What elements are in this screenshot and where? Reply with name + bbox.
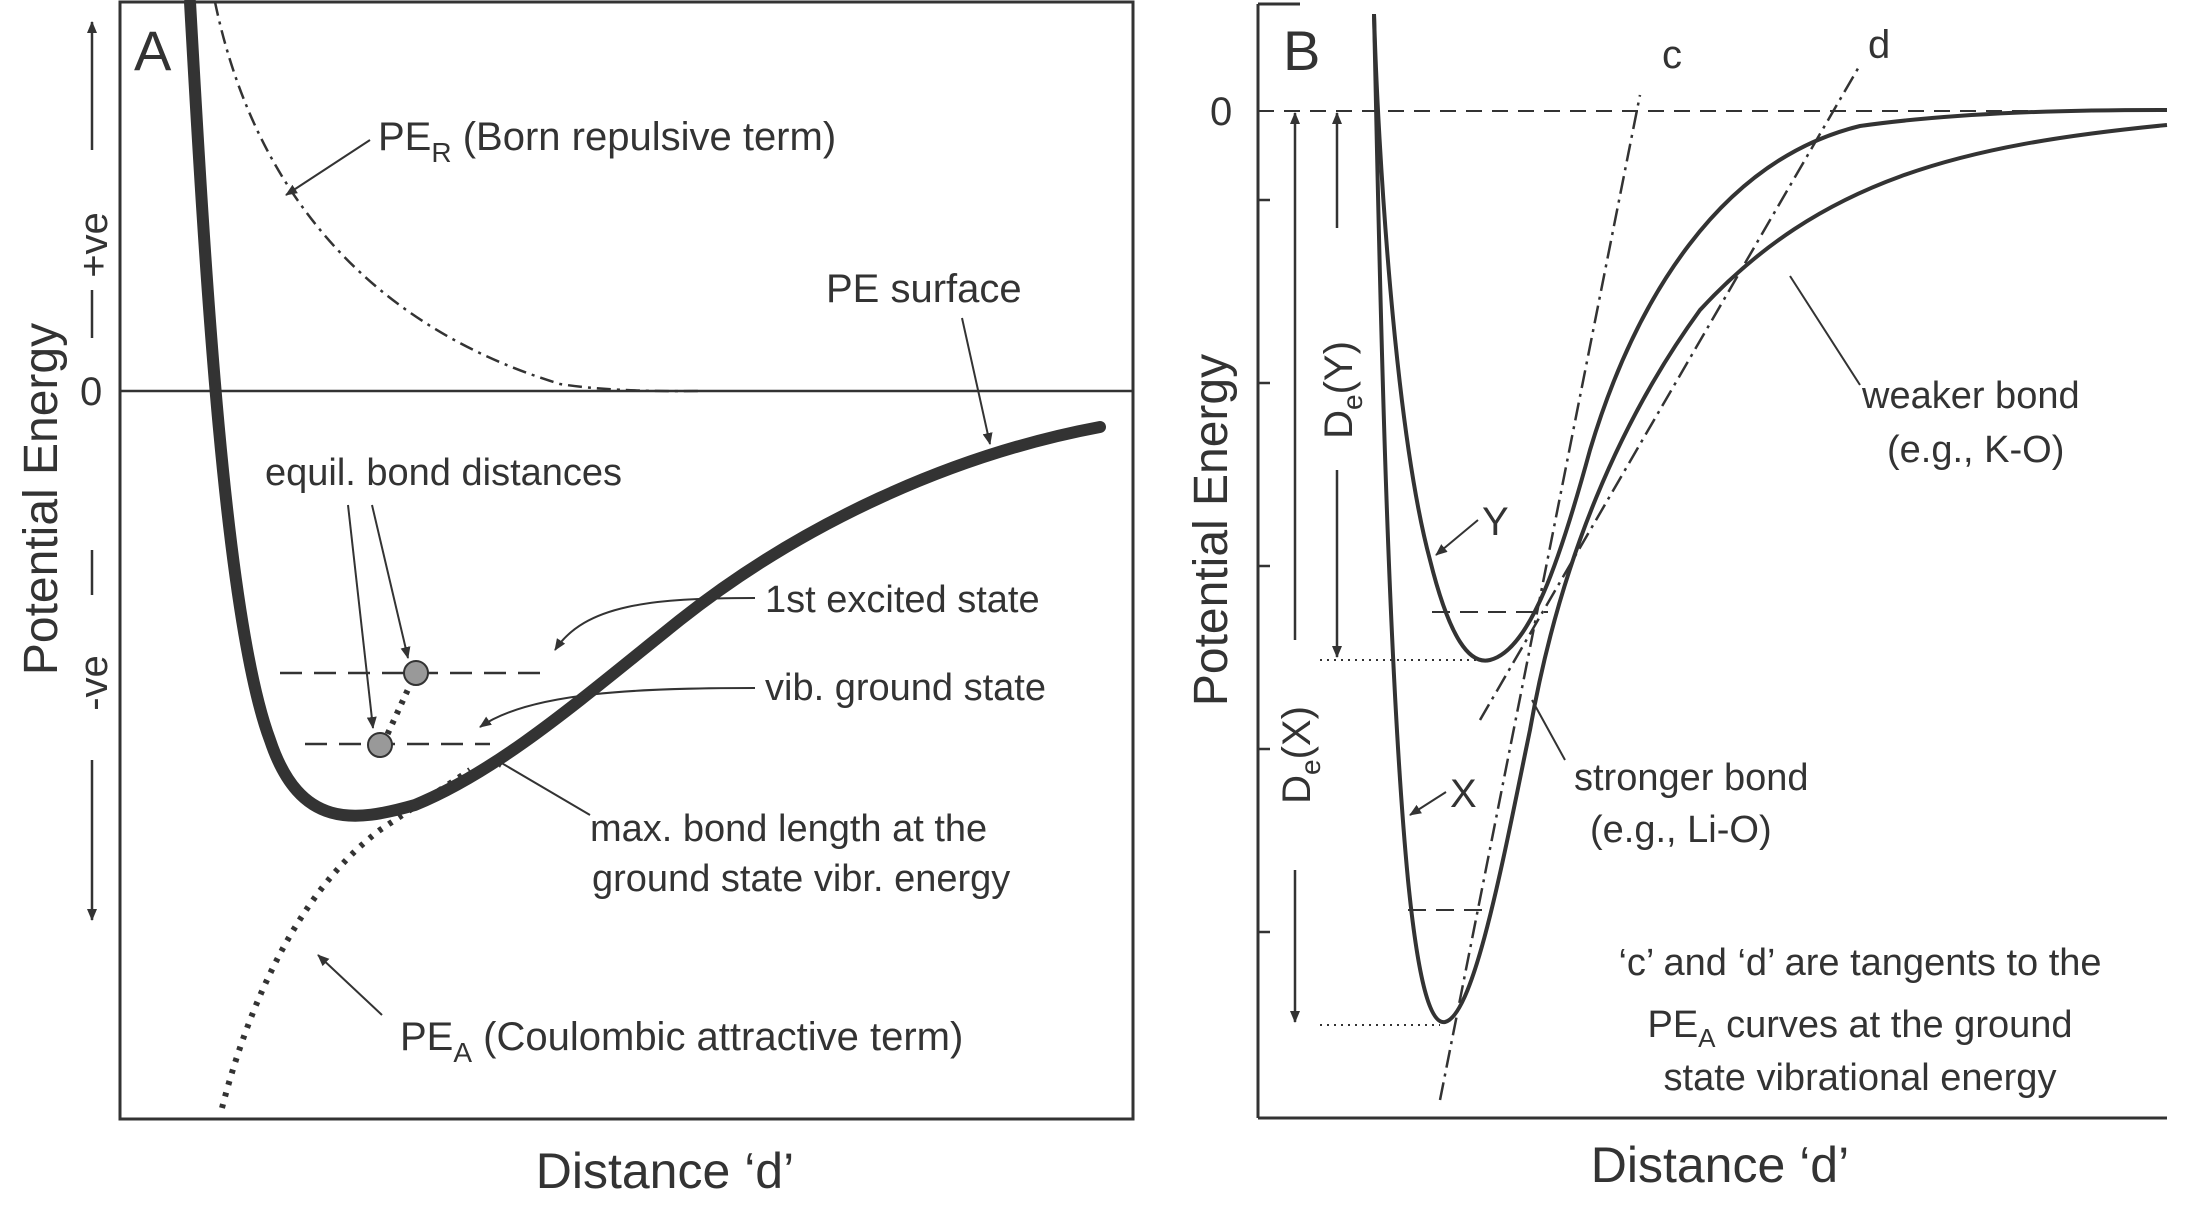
panel-a: A Potential Energy +ve -ve 0 PER (Born r… [15, 0, 1135, 1199]
pe-surface-curve [184, 0, 1106, 822]
vib-ground-pointer [479, 687, 756, 728]
pe-r-rest: (Born repulsive term) [452, 115, 837, 159]
equil-distances-label: equil. bond distances [265, 452, 622, 494]
panel-a-y-axis-label: Potential Energy [15, 323, 68, 675]
pe-r-subscript: R [431, 137, 451, 168]
curve-x-pointer [1409, 791, 1447, 816]
note-line2-main: PE [1647, 1004, 1698, 1046]
panel-a-label: A [134, 19, 172, 82]
max-bond-label-line1: max. bond length at the [590, 808, 987, 850]
tangent-d-line [1478, 64, 1862, 721]
curve-x [1372, 13, 2168, 1025]
weaker-bond-label-line1: weaker bond [1861, 375, 2080, 417]
weaker-bond-pointer [1789, 275, 1861, 386]
de-y-main: D [1317, 410, 1361, 439]
equil-pointer-excited [371, 504, 411, 659]
note-line2: PEA curves at the ground [1647, 1004, 2072, 1053]
panel-a-x-axis-label: Distance ‘d’ [536, 1143, 794, 1199]
stronger-bond-label-line2: (e.g., Li-O) [1590, 809, 1772, 851]
pe-a-rest: (Coulombic attractive term) [472, 1015, 963, 1059]
de-y-label: De(Y) [1317, 341, 1368, 439]
note-line2-subscript: A [1698, 1023, 1716, 1053]
pe-surface-label: PE surface [826, 267, 1022, 311]
panel-b-label: B [1283, 19, 1320, 82]
panel-b: B Potential Energy 0 De(Y) De(X) c [1185, 2, 2168, 1193]
panel-b-zero-label: 0 [1210, 90, 1232, 134]
equil-pointer-ground [347, 504, 377, 729]
pe-a-label: PEA (Coulombic attractive term) [400, 1015, 963, 1068]
pe-r-main: PE [378, 115, 431, 159]
max-bond-label-line2: ground state vibr. energy [592, 858, 1010, 900]
equil-marker-ground [367, 732, 393, 758]
plus-label: +ve [72, 212, 116, 278]
weaker-bond-label-line2: (e.g., K-O) [1887, 429, 2064, 471]
pe-a-subscript: A [453, 1037, 472, 1068]
curve-y-label: Y [1482, 500, 1509, 544]
pe-surface-pointer [961, 317, 993, 445]
pe-r-label: PER (Born repulsive term) [378, 115, 836, 168]
de-x-main: D [1275, 775, 1319, 804]
curve-y [1372, 13, 2168, 663]
pe-r-pointer [285, 139, 371, 196]
stronger-bond-label-line1: stronger bond [1574, 757, 1809, 799]
first-excited-label: 1st excited state [765, 579, 1040, 621]
tangent-c-label: c [1662, 33, 1682, 77]
minus-label: -ve [72, 655, 116, 711]
note-line3: state vibrational energy [1664, 1057, 2057, 1099]
de-x-label: De(X) [1275, 706, 1326, 804]
equil-marker-excited [403, 660, 429, 686]
panel-a-zero-label: 0 [80, 370, 102, 414]
panel-a-frame [118, 0, 1135, 1121]
note-line1: ‘c’ and ‘d’ are tangents to the [1618, 942, 2101, 984]
max-bond-pointer [492, 757, 591, 816]
de-y-rest: (Y) [1317, 341, 1361, 394]
curve-x-label: X [1450, 772, 1477, 816]
pe-a-main: PE [400, 1015, 453, 1059]
equil-connector [380, 672, 418, 746]
pe-a-pointer [317, 954, 383, 1016]
tangent-d-label: d [1868, 23, 1890, 67]
panel-b-x-axis-label: Distance ‘d’ [1591, 1137, 1849, 1193]
pe-r-curve [213, 1, 701, 393]
stronger-bond-pointer [1531, 699, 1566, 761]
pe-a-curve [219, 767, 472, 1109]
panel-b-y-axis-label: Potential Energy [1185, 354, 1238, 706]
note-line2-rest: curves at the ground [1716, 1004, 2073, 1046]
vib-ground-label: vib. ground state [765, 667, 1046, 709]
curve-y-pointer [1435, 519, 1479, 556]
de-x-rest: (X) [1275, 706, 1319, 759]
de-x-subscript: e [1295, 759, 1326, 775]
first-excited-pointer [554, 597, 756, 651]
de-y-subscript: e [1337, 394, 1368, 410]
